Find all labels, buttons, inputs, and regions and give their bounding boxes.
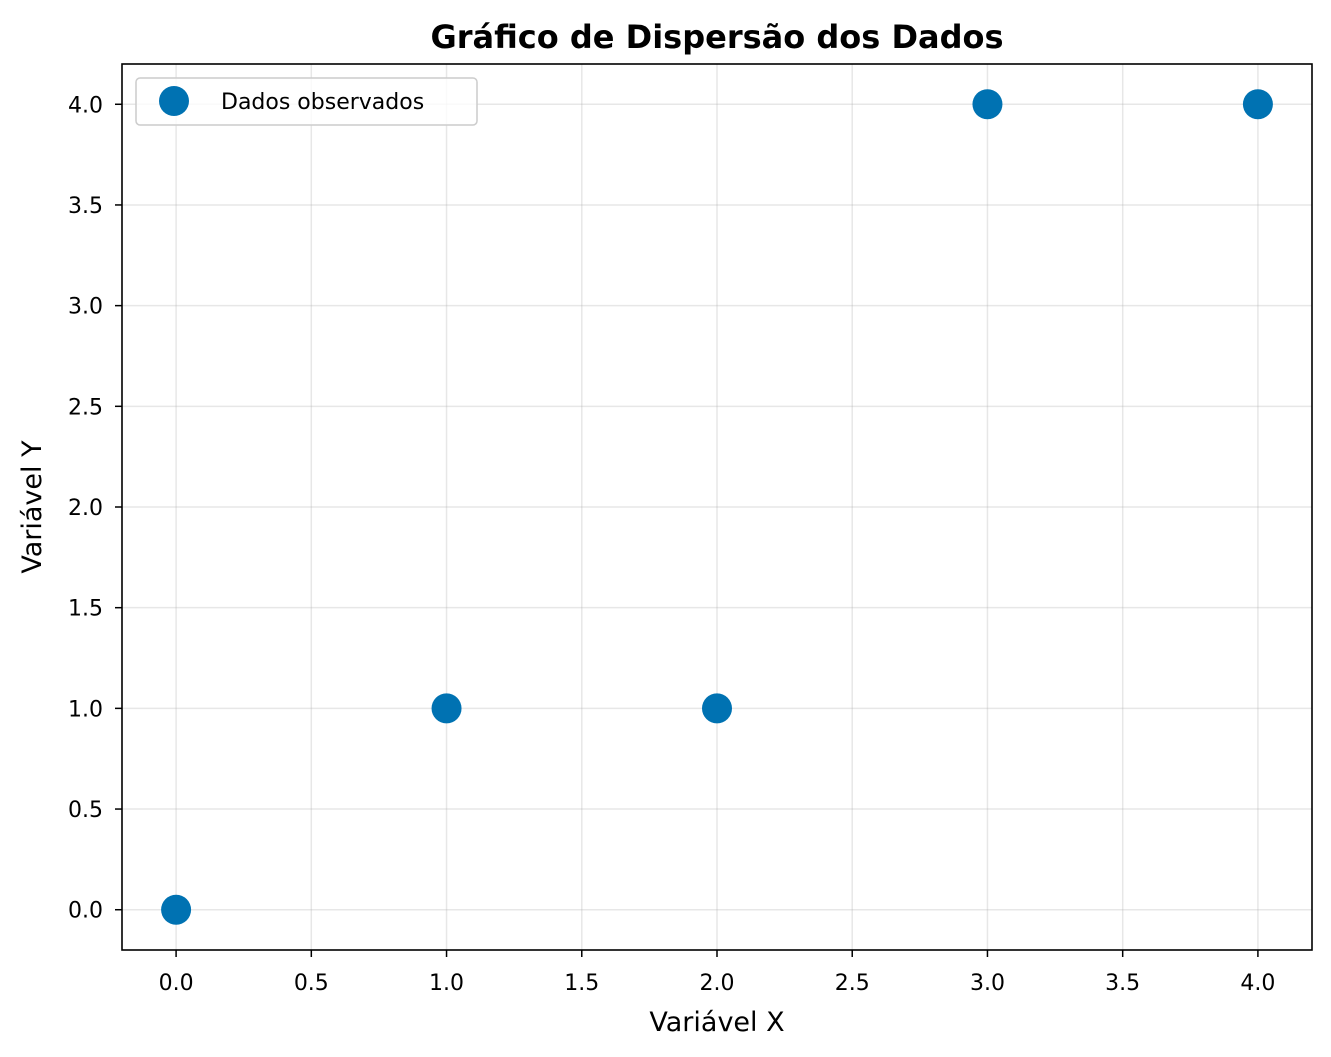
y-tick-label: 1.5 xyxy=(68,597,103,622)
y-tick-label: 4.0 xyxy=(68,93,103,118)
x-tick-label: 0.0 xyxy=(159,971,194,996)
legend-label: Dados observados xyxy=(221,90,424,115)
x-tick-label: 3.5 xyxy=(1105,971,1140,996)
x-axis-label: Variável X xyxy=(649,1007,784,1038)
data-point xyxy=(702,693,732,724)
x-tick-label: 3.0 xyxy=(970,971,1005,996)
x-tick-label: 4.0 xyxy=(1240,971,1275,996)
plot-frame xyxy=(121,63,1313,951)
x-tick-label: 2.0 xyxy=(700,971,735,996)
data-point xyxy=(972,89,1003,120)
data-points xyxy=(161,89,1273,925)
y-tick-label: 0.5 xyxy=(68,798,103,823)
x-tick-label: 0.5 xyxy=(294,971,329,996)
data-point xyxy=(161,894,192,925)
data-point xyxy=(1242,89,1273,120)
y-tick-label: 3.0 xyxy=(68,295,103,320)
y-tick-label: 3.5 xyxy=(68,194,103,219)
y-tick-label: 0.0 xyxy=(68,899,103,924)
legend-marker-icon xyxy=(159,86,189,116)
y-tick-label: 2.5 xyxy=(68,395,103,420)
y-tick-label: 1.0 xyxy=(68,697,103,722)
grid-lines xyxy=(122,64,1312,950)
chart-title: Gráfico de Dispersão dos Dados xyxy=(430,18,1003,56)
x-tick-label: 2.5 xyxy=(835,971,870,996)
y-axis-label: Variável Y xyxy=(17,440,48,574)
y-tick-label: 2.0 xyxy=(68,496,103,521)
data-point xyxy=(431,693,462,724)
x-tick-label: 1.5 xyxy=(564,971,599,996)
legend-box xyxy=(135,77,478,126)
x-tick-label: 1.0 xyxy=(429,971,464,996)
legend: Dados observados xyxy=(135,77,478,126)
axis-ticks: 0.0 0.5 1.0 1.5 2.0 2.5 3.0 3.5 4.0 0.0 0.5 1.0 1.5 2… xyxy=(68,93,1275,996)
